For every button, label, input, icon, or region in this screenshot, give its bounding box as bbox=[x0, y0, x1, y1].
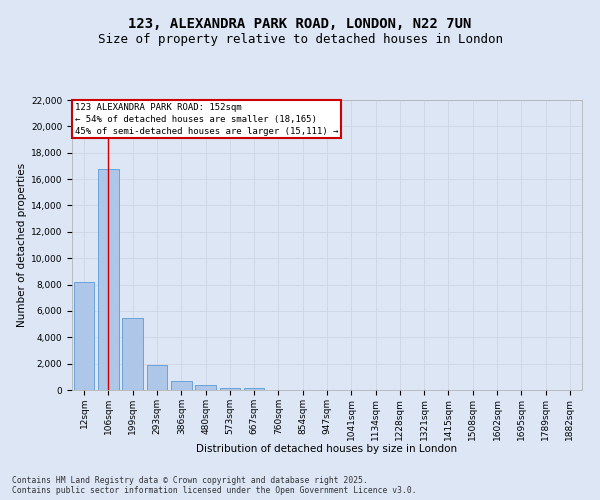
Y-axis label: Number of detached properties: Number of detached properties bbox=[17, 163, 26, 327]
Text: Contains HM Land Registry data © Crown copyright and database right 2025.
Contai: Contains HM Land Registry data © Crown c… bbox=[12, 476, 416, 495]
Bar bbox=[146, 365, 167, 390]
Bar bbox=[171, 381, 191, 390]
Text: Size of property relative to detached houses in London: Size of property relative to detached ho… bbox=[97, 32, 503, 46]
Text: 123 ALEXANDRA PARK ROAD: 152sqm
← 54% of detached houses are smaller (18,165)
45: 123 ALEXANDRA PARK ROAD: 152sqm ← 54% of… bbox=[74, 103, 338, 136]
Bar bbox=[122, 318, 143, 390]
Bar bbox=[244, 388, 265, 390]
Text: 123, ALEXANDRA PARK ROAD, LONDON, N22 7UN: 123, ALEXANDRA PARK ROAD, LONDON, N22 7U… bbox=[128, 18, 472, 32]
Bar bbox=[98, 168, 119, 390]
Bar bbox=[220, 388, 240, 390]
Bar bbox=[74, 282, 94, 390]
X-axis label: Distribution of detached houses by size in London: Distribution of detached houses by size … bbox=[196, 444, 458, 454]
Bar bbox=[195, 386, 216, 390]
